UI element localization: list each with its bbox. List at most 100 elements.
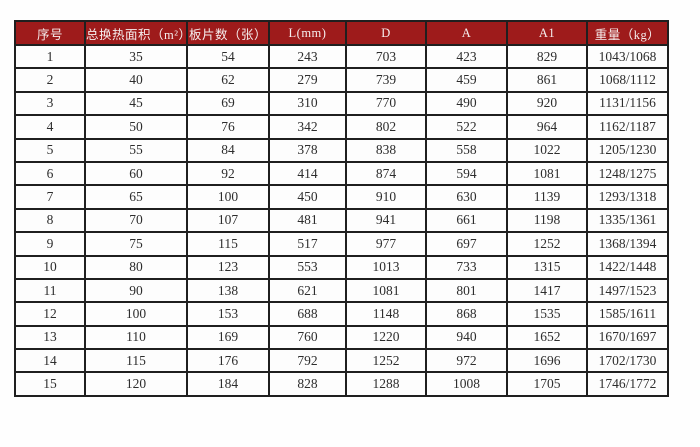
cell-a1: 1022 bbox=[506, 137, 588, 163]
table-row: 5 55 84 378 838 558 1022 1205/1230 bbox=[14, 137, 669, 163]
cell-plates: 69 bbox=[186, 90, 270, 117]
cell-serial: 13 bbox=[14, 324, 86, 351]
cell-plates: 153 bbox=[186, 301, 270, 327]
cell-a: 733 bbox=[425, 254, 508, 280]
table-row: 12 100 153 688 1148 868 1535 1585/1611 bbox=[14, 301, 669, 327]
cell-a: 558 bbox=[425, 137, 508, 163]
cell-serial: 10 bbox=[14, 254, 86, 280]
cell-weight: 1746/1772 bbox=[586, 371, 669, 397]
cell-d: 941 bbox=[345, 207, 427, 234]
cell-area: 45 bbox=[84, 90, 188, 117]
cell-area: 120 bbox=[84, 371, 188, 397]
cell-weight: 1068/1112 bbox=[586, 67, 669, 93]
cell-serial: 6 bbox=[14, 160, 86, 187]
cell-l-mm: 450 bbox=[268, 184, 347, 210]
cell-a1: 1535 bbox=[506, 301, 588, 327]
cell-weight: 1422/1448 bbox=[586, 254, 669, 280]
cell-a1: 1417 bbox=[506, 277, 588, 304]
cell-a: 697 bbox=[425, 231, 508, 257]
cell-weight: 1585/1611 bbox=[586, 301, 669, 327]
column-header-area: 总换热面积（m²） bbox=[84, 20, 188, 46]
cell-plates: 62 bbox=[186, 67, 270, 93]
cell-weight: 1131/1156 bbox=[586, 90, 669, 117]
cell-area: 70 bbox=[84, 207, 188, 234]
cell-l-mm: 792 bbox=[268, 348, 347, 374]
cell-serial: 14 bbox=[14, 348, 86, 374]
cell-l-mm: 621 bbox=[268, 277, 347, 304]
cell-a: 972 bbox=[425, 348, 508, 374]
cell-area: 115 bbox=[84, 348, 188, 374]
cell-plates: 84 bbox=[186, 137, 270, 163]
heat-exchanger-spec-table: 序号 总换热面积（m²） 板片数（张） L(mm) D A A1 重量（kg） … bbox=[14, 20, 669, 397]
cell-d: 977 bbox=[345, 231, 427, 257]
cell-serial: 5 bbox=[14, 137, 86, 163]
table-row: 13 110 169 760 1220 940 1652 1670/1697 bbox=[14, 324, 669, 351]
cell-plates: 123 bbox=[186, 254, 270, 280]
cell-serial: 12 bbox=[14, 301, 86, 327]
table-row: 4 50 76 342 802 522 964 1162/1187 bbox=[14, 114, 669, 140]
column-header-a: A bbox=[425, 20, 508, 46]
cell-area: 65 bbox=[84, 184, 188, 210]
cell-weight: 1368/1394 bbox=[586, 231, 669, 257]
cell-d: 1148 bbox=[345, 301, 427, 327]
cell-l-mm: 378 bbox=[268, 137, 347, 163]
cell-area: 50 bbox=[84, 114, 188, 140]
cell-plates: 107 bbox=[186, 207, 270, 234]
cell-l-mm: 517 bbox=[268, 231, 347, 257]
cell-a: 594 bbox=[425, 160, 508, 187]
cell-a: 490 bbox=[425, 90, 508, 117]
cell-plates: 169 bbox=[186, 324, 270, 351]
cell-plates: 92 bbox=[186, 160, 270, 187]
cell-serial: 15 bbox=[14, 371, 86, 397]
cell-a1: 1705 bbox=[506, 371, 588, 397]
cell-d: 1288 bbox=[345, 371, 427, 397]
cell-a1: 829 bbox=[506, 43, 588, 70]
cell-plates: 115 bbox=[186, 231, 270, 257]
cell-a1: 964 bbox=[506, 114, 588, 140]
cell-l-mm: 688 bbox=[268, 301, 347, 327]
cell-a: 661 bbox=[425, 207, 508, 234]
cell-plates: 176 bbox=[186, 348, 270, 374]
table-row: 1 35 54 243 703 423 829 1043/1068 bbox=[14, 43, 669, 70]
cell-weight: 1043/1068 bbox=[586, 43, 669, 70]
cell-a1: 1652 bbox=[506, 324, 588, 351]
cell-serial: 9 bbox=[14, 231, 86, 257]
cell-plates: 184 bbox=[186, 371, 270, 397]
table-row: 8 70 107 481 941 661 1198 1335/1361 bbox=[14, 207, 669, 234]
cell-a: 868 bbox=[425, 301, 508, 327]
cell-l-mm: 414 bbox=[268, 160, 347, 187]
cell-a1: 861 bbox=[506, 67, 588, 93]
table-row: 11 90 138 621 1081 801 1417 1497/1523 bbox=[14, 277, 669, 304]
cell-weight: 1670/1697 bbox=[586, 324, 669, 351]
cell-l-mm: 828 bbox=[268, 371, 347, 397]
cell-a1: 1315 bbox=[506, 254, 588, 280]
cell-serial: 2 bbox=[14, 67, 86, 93]
cell-a: 522 bbox=[425, 114, 508, 140]
cell-l-mm: 342 bbox=[268, 114, 347, 140]
cell-l-mm: 553 bbox=[268, 254, 347, 280]
table-row: 9 75 115 517 977 697 1252 1368/1394 bbox=[14, 231, 669, 257]
cell-serial: 7 bbox=[14, 184, 86, 210]
cell-area: 60 bbox=[84, 160, 188, 187]
cell-a: 1008 bbox=[425, 371, 508, 397]
cell-weight: 1162/1187 bbox=[586, 114, 669, 140]
cell-plates: 76 bbox=[186, 114, 270, 140]
table-row: 7 65 100 450 910 630 1139 1293/1318 bbox=[14, 184, 669, 210]
cell-a: 801 bbox=[425, 277, 508, 304]
cell-plates: 100 bbox=[186, 184, 270, 210]
cell-a1: 1696 bbox=[506, 348, 588, 374]
cell-area: 80 bbox=[84, 254, 188, 280]
cell-d: 739 bbox=[345, 67, 427, 93]
cell-weight: 1335/1361 bbox=[586, 207, 669, 234]
cell-a1: 920 bbox=[506, 90, 588, 117]
cell-d: 910 bbox=[345, 184, 427, 210]
column-header-serial: 序号 bbox=[14, 20, 86, 46]
cell-l-mm: 310 bbox=[268, 90, 347, 117]
cell-d: 703 bbox=[345, 43, 427, 70]
cell-l-mm: 243 bbox=[268, 43, 347, 70]
cell-serial: 4 bbox=[14, 114, 86, 140]
cell-area: 110 bbox=[84, 324, 188, 351]
cell-a: 630 bbox=[425, 184, 508, 210]
cell-area: 35 bbox=[84, 43, 188, 70]
